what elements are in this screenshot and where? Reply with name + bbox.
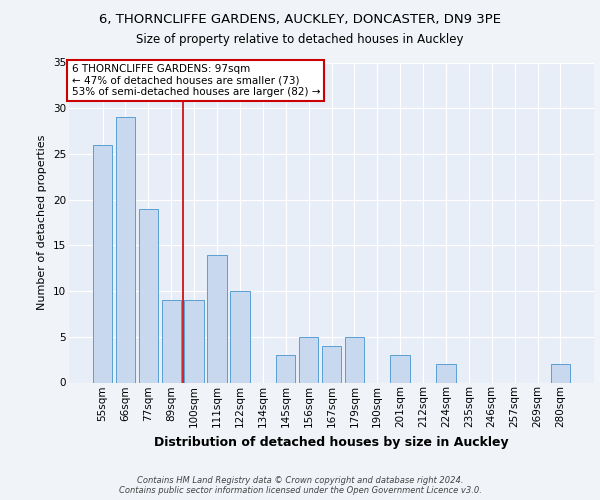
Bar	[161, 300, 181, 382]
Bar	[276, 355, 295, 382]
X-axis label: Distribution of detached houses by size in Auckley: Distribution of detached houses by size …	[154, 436, 509, 448]
Bar	[344, 337, 364, 382]
Bar	[139, 209, 158, 382]
Bar	[391, 355, 410, 382]
Bar	[116, 118, 135, 382]
Text: 6, THORNCLIFFE GARDENS, AUCKLEY, DONCASTER, DN9 3PE: 6, THORNCLIFFE GARDENS, AUCKLEY, DONCAST…	[99, 12, 501, 26]
Bar	[551, 364, 570, 382]
Bar	[230, 291, 250, 382]
Y-axis label: Number of detached properties: Number of detached properties	[37, 135, 47, 310]
Text: 6 THORNCLIFFE GARDENS: 97sqm
← 47% of detached houses are smaller (73)
53% of se: 6 THORNCLIFFE GARDENS: 97sqm ← 47% of de…	[71, 64, 320, 98]
Text: Contains HM Land Registry data © Crown copyright and database right 2024.
Contai: Contains HM Land Registry data © Crown c…	[119, 476, 481, 495]
Text: Size of property relative to detached houses in Auckley: Size of property relative to detached ho…	[136, 32, 464, 46]
Bar	[93, 145, 112, 382]
Bar	[299, 337, 319, 382]
Bar	[436, 364, 455, 382]
Bar	[208, 254, 227, 382]
Bar	[322, 346, 341, 383]
Bar	[184, 300, 204, 382]
